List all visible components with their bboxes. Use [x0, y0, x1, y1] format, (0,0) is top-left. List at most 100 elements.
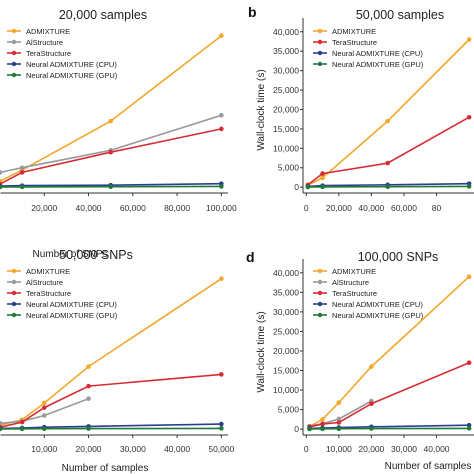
y-tick-label: 10,000 — [273, 143, 299, 153]
data-point-alstructure — [336, 416, 342, 422]
legend-label: TeraStructure — [26, 289, 71, 298]
legend-label: Neural ADMIXTURE (CPU) — [26, 60, 117, 69]
legend-label: Neural ADMIXTURE (GPU) — [332, 60, 424, 69]
legend-marker — [11, 72, 17, 78]
y-tick-label: 35,000 — [273, 287, 299, 297]
data-point-admixture — [41, 400, 47, 406]
y-tick-label: 5,000 — [278, 405, 300, 415]
data-point-neural-admixture-gpu — [320, 184, 325, 190]
series-line-neural-admixture-cpu — [307, 182, 470, 188]
data-point-neural-admixture-gpu — [86, 426, 91, 431]
x-axis-label: Number of samples — [385, 461, 472, 472]
y-axis-label: Wall-clock time (s) — [256, 311, 267, 392]
data-point-neural-admixture-gpu — [307, 426, 312, 432]
legend-marker — [317, 39, 323, 45]
x-tick-label: 60,000 — [120, 203, 146, 213]
data-point-admixture — [320, 417, 325, 422]
x-axis-label: Number of SNPs — [32, 249, 107, 260]
data-point-alstructure — [219, 112, 224, 118]
legend-label: AlStructure — [26, 278, 63, 287]
y-tick-label: 30,000 — [273, 307, 299, 317]
data-point-neural-admixture-gpu — [19, 184, 25, 190]
panel-bottom-left: 50,000 SNPs Number of samples 10,000 20,0… — [0, 248, 235, 474]
legend-marker — [317, 28, 323, 34]
panel-top-right: b 50,000 samples Wall-clock time (s) 0 20… — [248, 4, 474, 213]
data-point-terastructure — [41, 405, 47, 410]
data-point-terastructure — [108, 149, 113, 155]
x-tick-label: 100,000 — [206, 203, 237, 213]
y-tick-label: 35,000 — [273, 46, 299, 56]
data-point-admixture — [336, 400, 342, 405]
panel-letter: b — [248, 4, 257, 20]
legend-marker — [317, 301, 323, 307]
x-tick-label: 20,000 — [326, 203, 352, 213]
data-point-neural-admixture-gpu — [19, 426, 25, 432]
x-tick-label: 80 — [432, 203, 442, 213]
series-line-terastructure — [307, 116, 470, 186]
x-tick-label: 0 — [304, 444, 309, 454]
x-tick-label: 80,000 — [164, 203, 190, 213]
data-point-terastructure — [385, 160, 390, 166]
data-point-terastructure — [219, 126, 224, 132]
y-tick-label: 20,000 — [273, 346, 299, 356]
legend-label: TeraStructure — [332, 38, 377, 47]
legend-label: Neural ADMIXTURE (CPU) — [26, 300, 117, 309]
x-tick-label: 30,000 — [391, 444, 417, 454]
series-line-alstructure — [0, 114, 222, 174]
data-point-alstructure — [0, 420, 3, 426]
legend-label: ADMIXTURE — [26, 267, 70, 276]
y-tick-label: 20,000 — [273, 104, 299, 114]
y-tick-label: 30,000 — [273, 66, 299, 76]
series-line-neural-admixture-gpu — [307, 185, 470, 188]
legend-marker — [317, 312, 323, 318]
data-point-neural-admixture-gpu — [369, 426, 374, 431]
legend-label: Neural ADMIXTURE (GPU) — [26, 71, 118, 80]
panel-letter: d — [246, 249, 255, 265]
data-point-terastructure — [320, 171, 325, 176]
data-point-admixture — [219, 33, 224, 38]
legend-marker — [11, 279, 17, 285]
x-tick-label: 20,000 — [358, 444, 384, 454]
data-point-alstructure — [41, 413, 47, 418]
legend-marker — [11, 61, 17, 67]
y-tick-label: 25,000 — [273, 326, 299, 336]
series-line-alstructure — [0, 397, 89, 425]
data-point-neural-admixture-gpu — [466, 426, 472, 431]
x-tick-label: 10,000 — [31, 444, 57, 454]
y-tick-label: 40,000 — [273, 27, 299, 37]
legend-marker — [317, 61, 323, 67]
data-point-terastructure — [19, 170, 25, 175]
data-point-terastructure — [86, 383, 91, 389]
y-tick-label: 15,000 — [273, 124, 299, 134]
legend-marker — [11, 50, 17, 56]
data-point-neural-admixture-gpu — [219, 426, 224, 431]
data-point-admixture — [219, 276, 224, 281]
legend-marker — [317, 290, 323, 296]
x-tick-label: 0 — [304, 203, 309, 213]
data-point-neural-admixture-gpu — [336, 426, 342, 432]
data-point-neural-admixture-gpu — [466, 184, 472, 189]
legend-label: Neural ADMIXTURE (GPU) — [332, 311, 424, 320]
data-point-admixture — [86, 364, 91, 369]
y-tick-label: 25,000 — [273, 85, 299, 95]
x-tick-label: 60,000 — [391, 203, 417, 213]
series-line-admixture — [307, 38, 470, 186]
x-tick-label: 10,000 — [326, 444, 352, 454]
legend-label: AlStructure — [26, 38, 63, 47]
x-tick-label: 40,000 — [424, 444, 450, 454]
legend-label: TeraStructure — [26, 49, 71, 58]
x-tick-label: 40,000 — [76, 203, 102, 213]
x-tick-label: 50,000 — [208, 444, 234, 454]
y-tick-label: 0 — [294, 182, 299, 192]
series-line-admixture — [0, 35, 222, 183]
y-axis-label: Wall-clock time (s) — [256, 69, 267, 150]
legend-marker — [11, 39, 17, 45]
y-tick-label: 0 — [294, 424, 299, 434]
data-point-neural-admixture-gpu — [219, 184, 224, 189]
panel-title: 20,000 samples — [59, 8, 147, 22]
data-point-terastructure — [466, 360, 472, 366]
legend-marker — [11, 312, 17, 318]
data-point-neural-admixture-gpu — [0, 184, 3, 190]
legend-label: Neural ADMIXTURE (CPU) — [332, 300, 423, 309]
